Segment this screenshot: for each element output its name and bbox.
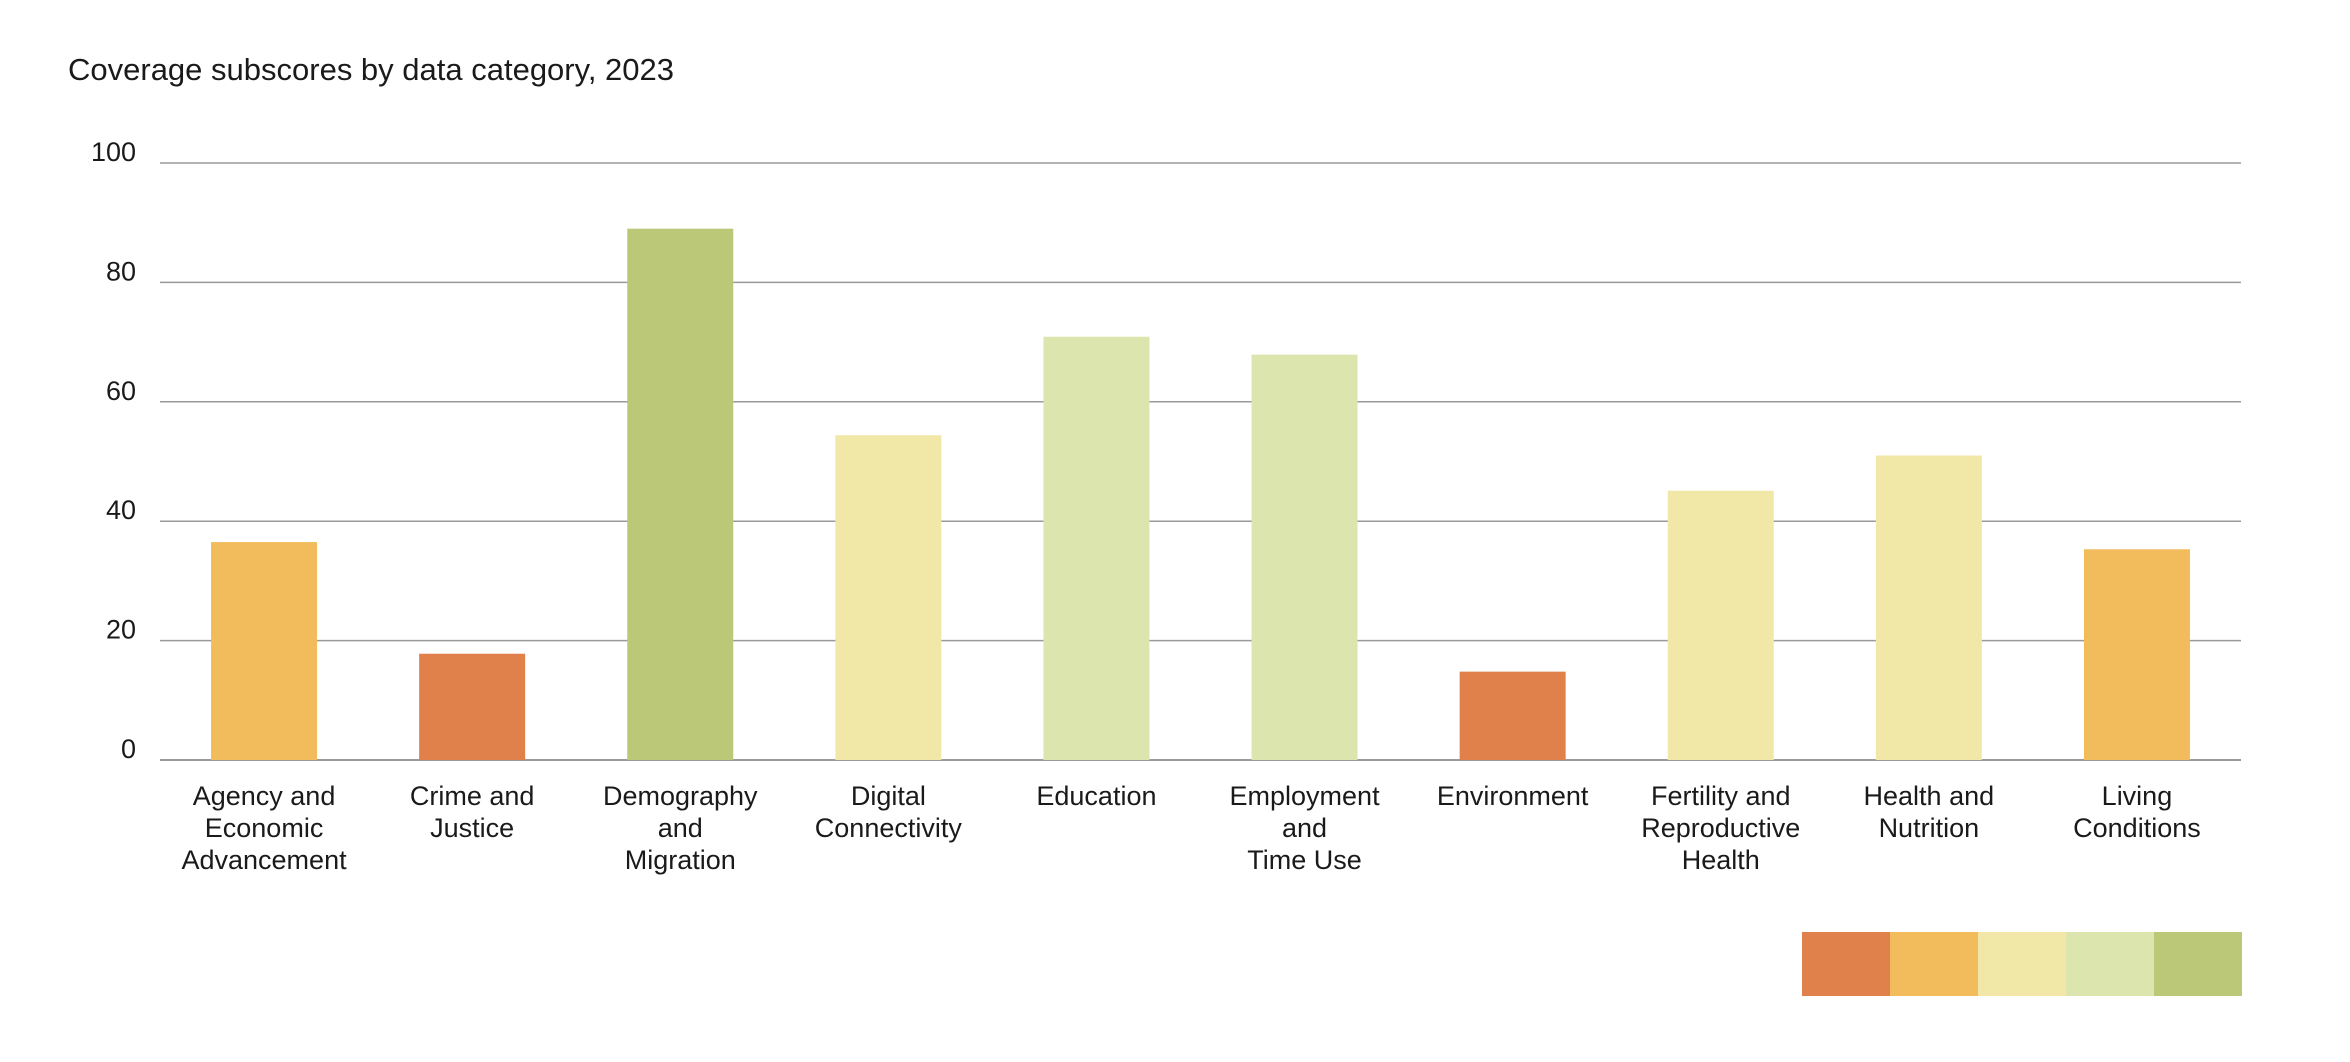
x-tick-label: Health and Nutrition [1864,781,1995,843]
chart-title: Coverage subscores by data category, 202… [68,52,674,87]
y-tick-label: 0 [121,734,136,764]
x-tick-label-line: Advancement [181,845,347,875]
x-tick-label-line: Conditions [2073,813,2201,843]
x-tick-label-line: Nutrition [1879,813,1980,843]
x-tick-label-line: Health [1682,845,1760,875]
bar [2083,549,2190,760]
x-tick-label: Crime and Justice [410,781,535,843]
x-tick-label-line: Economic [205,813,324,843]
bar [1459,671,1566,760]
x-tick-label-line: and [1282,813,1327,843]
color-scale-legend [1802,932,2242,996]
x-tick-label-line: Crime and [410,781,535,811]
bar [835,435,942,760]
bar [1043,336,1150,760]
x-tick-label-line: Agency and [193,781,336,811]
color-scale-swatch [2066,932,2154,996]
y-axis-ticks: 0 20 40 60 80 100 [91,137,136,764]
x-tick-label: Environment [1437,781,1589,811]
x-tick-label-line: Digital [851,781,926,811]
x-tick-label-line: Demography [603,781,758,811]
bar [211,542,318,760]
color-scale-swatch [2154,932,2242,996]
x-tick-label-line: Education [1036,781,1156,811]
x-tick-label-line: Migration [625,845,736,875]
bars [211,228,2190,761]
y-tick-label: 20 [106,615,136,645]
bar [419,653,526,760]
x-tick-label-line: Reproductive [1641,813,1800,843]
x-tick-label: Living Conditions [2073,781,2201,843]
color-scale-swatch [1978,932,2066,996]
bar [627,228,734,761]
y-tick-label: 40 [106,495,136,525]
x-tick-label-line: Health and [1864,781,1995,811]
color-scale-swatch [1802,932,1890,996]
y-tick-label: 100 [91,137,136,167]
x-tick-label-line: Fertility and [1651,781,1791,811]
x-axis-labels: Agency and Economic Advancement Crime and Ju… [181,781,2200,875]
x-tick-label: Employment and Time Use [1230,781,1381,875]
x-tick-label: Fertility and Reproductive Health [1641,781,1800,875]
x-tick-label-line: and [658,813,703,843]
x-tick-label: Demography and Migration [603,781,758,875]
x-tick-label: Agency and Economic Advancement [181,781,347,875]
y-tick-label: 60 [106,376,136,406]
x-tick-label-line: Connectivity [815,813,963,843]
x-tick-label-line: Living [2102,781,2173,811]
x-tick-label-line: Justice [430,813,514,843]
x-tick-label: Digital Connectivity [815,781,963,843]
x-tick-label-line: Environment [1437,781,1589,811]
color-scale-swatch [1890,932,1978,996]
bar [1667,490,1774,760]
y-tick-label: 80 [106,256,136,286]
x-tick-label-line: Time Use [1247,845,1362,875]
bar [1875,455,1982,760]
bar [1251,354,1358,760]
x-tick-label: Education [1036,781,1156,811]
x-tick-label-line: Employment [1230,781,1381,811]
